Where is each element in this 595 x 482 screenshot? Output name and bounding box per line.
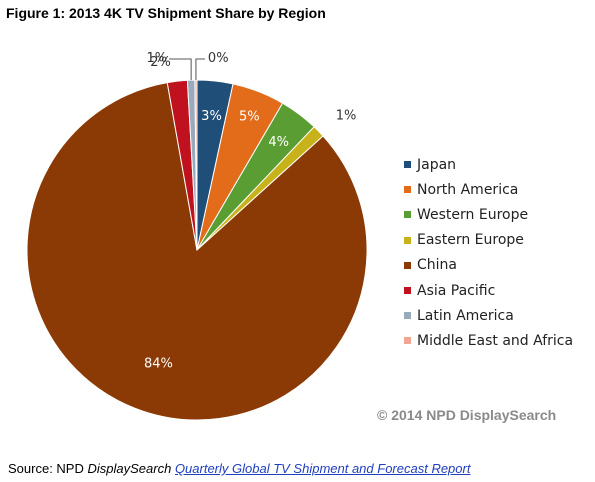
- legend-swatch-middle-east-and-africa: [404, 337, 411, 345]
- source-prefix: Source: NPD: [8, 461, 88, 476]
- legend-label-latin-america: Latin America: [417, 307, 514, 324]
- legend-label-japan: Japan: [417, 156, 457, 173]
- legend-label-middle-east-and-africa: Middle East and Africa: [417, 332, 574, 349]
- slice-label-north-america: 5%: [239, 109, 260, 124]
- chart-area: 3% 5% 4% 1% 84% 2% 1% 0% Japan North America West…: [4, 28, 590, 440]
- slice-label-latin-america: 1%: [147, 51, 168, 66]
- legend-item-china: China: [404, 253, 573, 278]
- pie-slice-china: [26, 82, 368, 421]
- slice-label-china: 84%: [144, 357, 173, 372]
- legend-label-china: China: [417, 257, 457, 274]
- slice-label-asia-pacific: 2%: [150, 55, 171, 70]
- legend-label-north-america: North America: [417, 181, 519, 198]
- legend-swatch-asia-pacific: [404, 287, 411, 295]
- source-brand: DisplaySearch: [87, 461, 172, 476]
- source-note: Source: NPD DisplaySearch Quarterly Glob…: [8, 461, 470, 476]
- figure-title: Figure 1: 2013 4K TV Shipment Share by R…: [6, 5, 326, 21]
- legend-label-western-europe: Western Europe: [417, 206, 529, 223]
- legend-item-western-europe: Western Europe: [404, 202, 573, 227]
- legend-swatch-china: [404, 261, 411, 269]
- legend-label-asia-pacific: Asia Pacific: [417, 282, 496, 299]
- legend-swatch-latin-america: [404, 312, 411, 320]
- legend-item-middle-east-and-africa: Middle East and Africa: [404, 328, 573, 353]
- chart-legend: Japan North America Western Europe Eastern …: [404, 152, 573, 354]
- pie-chart: 3% 5%4%1%84%2%1% 0%: [26, 51, 368, 421]
- legend-label-eastern-europe: Eastern Europe: [417, 232, 524, 249]
- legend-swatch-japan: [404, 161, 411, 169]
- source-report-link[interactable]: Quarterly Global TV Shipment and Forecas…: [174, 461, 471, 476]
- leader-line-latin-america: [169, 58, 192, 81]
- legend-item-asia-pacific: Asia Pacific: [404, 278, 573, 303]
- legend-item-eastern-europe: Eastern Europe: [404, 228, 573, 253]
- legend-swatch-eastern-europe: [404, 236, 411, 244]
- legend-item-north-america: North America: [404, 177, 573, 202]
- leader-line-middle-east-and-africa: [195, 58, 205, 81]
- legend-item-latin-america: Latin America: [404, 303, 573, 328]
- slice-label-japan: 3%: [201, 109, 222, 124]
- legend-swatch-north-america: [404, 186, 411, 194]
- slice-label-eastern-europe: 1%: [336, 109, 357, 124]
- slice-label-western-europe: 4%: [268, 135, 289, 150]
- legend-item-japan: Japan: [404, 152, 573, 177]
- slice-label-middle-east-and-africa: 0%: [208, 51, 229, 66]
- copyright-watermark: © 2014 NPD DisplaySearch: [377, 407, 557, 423]
- legend-swatch-western-europe: [404, 211, 411, 219]
